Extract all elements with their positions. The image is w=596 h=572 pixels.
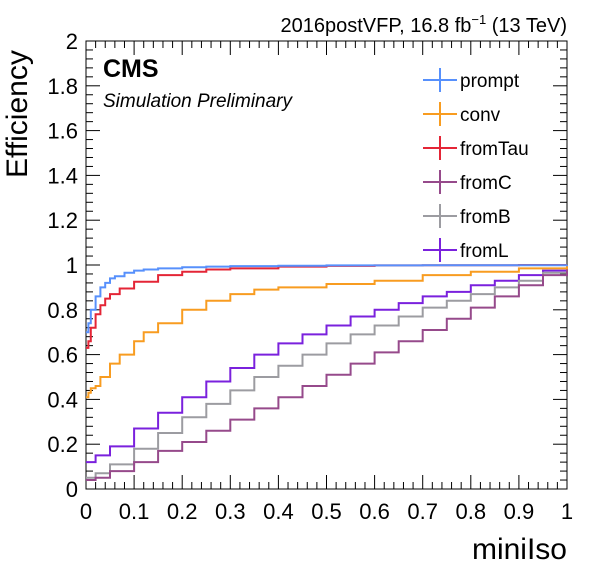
series-line-fromB bbox=[86, 265, 568, 479]
legend-entry-fromB: fromB bbox=[423, 204, 511, 228]
legend: prompt conv fromTau fromC fromB fromL bbox=[423, 68, 529, 262]
y-tick-label: 0.8 bbox=[47, 298, 78, 323]
series-line-fromC bbox=[86, 265, 568, 481]
lumi-exponent: −1 bbox=[471, 12, 486, 27]
legend-label: fromTau bbox=[460, 139, 529, 160]
x-tick-label: 0.4 bbox=[263, 499, 294, 524]
x-tick-label: 0.6 bbox=[359, 499, 390, 524]
series-line-prompt bbox=[86, 264, 568, 334]
y-tick-label: 0.6 bbox=[47, 343, 78, 368]
y-tick-label: 0.4 bbox=[47, 387, 78, 412]
cms-label: CMS bbox=[103, 55, 159, 83]
x-tick-label: 1 bbox=[561, 499, 573, 524]
legend-label: fromL bbox=[460, 241, 509, 262]
series-line-conv bbox=[86, 265, 568, 399]
y-tick-label: 1 bbox=[66, 253, 78, 278]
lumi-header: 2016postVFP, 16.8 fb−1 (13 TeV) bbox=[281, 12, 568, 37]
x-tick-label: 0.8 bbox=[456, 499, 487, 524]
x-tick-label: 0 bbox=[80, 499, 92, 524]
y-tick-label: 1.6 bbox=[47, 119, 78, 144]
legend-entry-fromC: fromC bbox=[423, 170, 512, 194]
legend-label: fromC bbox=[460, 173, 512, 194]
legend-label: fromB bbox=[460, 207, 511, 228]
y-tick-label: 1.4 bbox=[47, 163, 78, 188]
y-tick-label: 0.2 bbox=[47, 432, 78, 457]
y-tick-label: 1.8 bbox=[47, 74, 78, 99]
y-tick-label: 2 bbox=[66, 29, 78, 54]
y-tick-label: 0 bbox=[66, 477, 78, 502]
series-line-fromL bbox=[86, 265, 568, 464]
lumi-suffix: (13 TeV) bbox=[486, 15, 567, 37]
x-tick-label: 0.7 bbox=[407, 499, 438, 524]
plot-area: 0 0.1 0.2 0.3 0.4 0.5 0.6 0.7 0.8 0.9 1 0 0.2 0.4 0.6 0… bbox=[47, 29, 573, 524]
legend-entry-prompt: prompt bbox=[423, 68, 520, 92]
x-axis-title: miniIso bbox=[472, 533, 567, 566]
lumi-prefix: 2016postVFP, 16.8 fb bbox=[281, 15, 472, 37]
x-tick-label: 0.9 bbox=[504, 499, 535, 524]
x-tick-label: 0.2 bbox=[167, 499, 198, 524]
legend-entry-fromTau: fromTau bbox=[423, 136, 529, 160]
x-tick-label: 0.3 bbox=[215, 499, 246, 524]
legend-label: conv bbox=[460, 105, 501, 126]
legend-entry-fromL: fromL bbox=[423, 238, 509, 262]
x-tick-label: 0.5 bbox=[311, 499, 342, 524]
legend-entry-conv: conv bbox=[423, 102, 501, 126]
y-tick-label: 1.2 bbox=[47, 208, 78, 233]
legend-label: prompt bbox=[460, 71, 520, 92]
x-tick-label: 0.1 bbox=[119, 499, 150, 524]
simulation-label: Simulation Preliminary bbox=[103, 91, 294, 112]
y-axis-title: Efficiency bbox=[1, 50, 34, 178]
